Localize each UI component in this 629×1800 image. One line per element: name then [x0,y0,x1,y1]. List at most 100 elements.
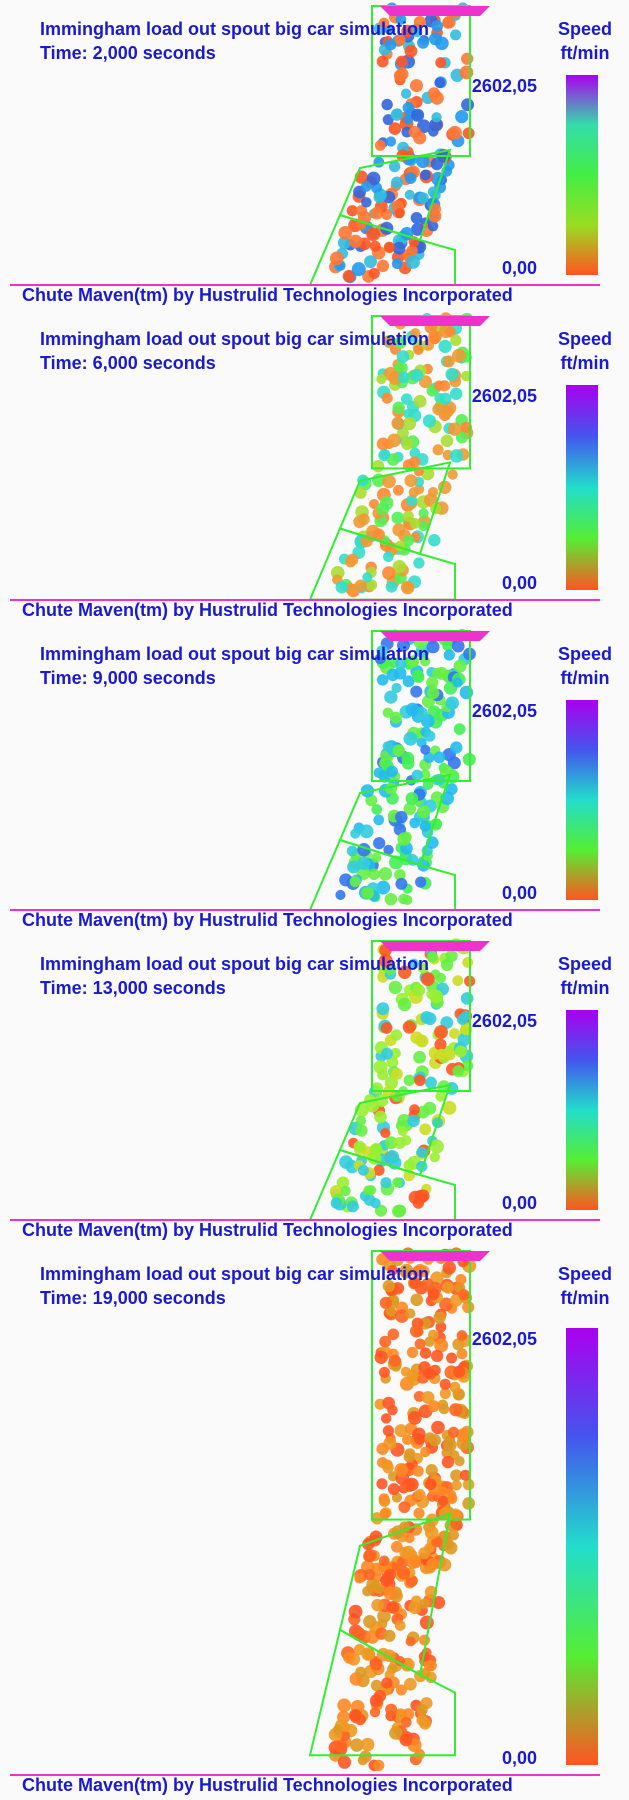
particle [418,192,429,203]
particle [405,1533,415,1543]
particle [387,434,401,448]
particle [339,1155,353,1169]
particle [458,1289,469,1300]
particle [336,581,348,593]
particle [461,53,473,65]
particle [421,972,435,986]
particle [364,1569,375,1580]
particle [442,17,453,28]
particle [355,1124,367,1136]
particle [453,1366,465,1378]
simulation-frame: Immingham load out spout big car simulat… [0,310,629,625]
particle [410,1325,423,1338]
particle [452,1065,464,1077]
hopper-top [380,316,490,326]
particle [380,1177,391,1188]
particle [381,1413,391,1423]
particle [395,811,408,824]
particle [433,444,444,455]
particle [452,349,466,363]
particle [389,1355,401,1367]
particle [448,1529,459,1540]
particle [381,99,392,110]
particle [386,136,396,146]
particle [434,752,446,764]
title: Immingham load out spout big car simulat… [40,329,429,349]
particle [416,1704,427,1715]
particle [334,1740,347,1753]
particle [412,984,425,997]
particle [379,1555,390,1566]
particle [382,566,396,580]
particle [450,388,462,400]
particle [419,1635,430,1646]
particle [380,1508,390,1518]
particle [457,1330,468,1341]
particle [452,975,463,986]
particle [371,853,381,863]
particle [363,1551,374,1562]
particle [431,112,441,122]
particle [448,422,461,435]
particle [404,1075,415,1086]
legend-title: Speed [558,1264,612,1284]
particle [424,730,435,741]
particle [420,820,431,831]
particle [376,1478,387,1489]
particle [390,712,402,724]
particle [423,1102,436,1115]
particle [402,582,413,593]
particle [347,1200,359,1212]
title: Immingham load out spout big car simulat… [40,1264,429,1284]
particle [442,1282,454,1294]
particle [409,818,420,829]
legend-unit: ft/min [561,978,610,998]
legend-max: 2602,05 [472,1011,537,1031]
particle [379,1493,390,1504]
particle [420,1616,434,1630]
particle [386,765,398,777]
particle [382,1462,393,1473]
particle [424,1336,434,1346]
particle [398,998,412,1012]
legend-min: 0,00 [502,1193,537,1213]
particle [460,686,474,700]
particle [455,1045,467,1057]
particle [403,417,416,430]
particle [341,1186,351,1196]
legend-unit: ft/min [561,43,610,63]
particle [402,752,415,765]
particle [461,98,474,111]
particle [431,20,443,32]
particle [362,572,372,582]
particle [347,845,358,856]
particle [355,1667,366,1678]
hopper-top [380,631,490,641]
particle [428,221,439,232]
particle [450,449,464,463]
particle [364,255,377,268]
particle [343,1652,355,1664]
color-bar [566,385,598,590]
particle [374,1111,387,1124]
particle [337,1698,351,1712]
particle [391,177,403,189]
particle [429,32,442,45]
particle [434,1039,446,1051]
simulation-frame: Immingham load out spout big car simulat… [0,0,629,310]
particle [376,1443,388,1455]
particle [397,1566,410,1579]
particle [419,1718,431,1730]
particle [415,1339,426,1350]
particle [389,981,402,994]
time: Time: 6,000 seconds [40,353,216,373]
particle [449,1382,460,1393]
particle [385,39,397,51]
particle [406,255,420,269]
particle [450,741,462,753]
particle [380,1128,390,1138]
particle [400,1734,413,1747]
legend-title: Speed [558,644,612,664]
particle [388,1328,400,1340]
particle [350,876,361,887]
